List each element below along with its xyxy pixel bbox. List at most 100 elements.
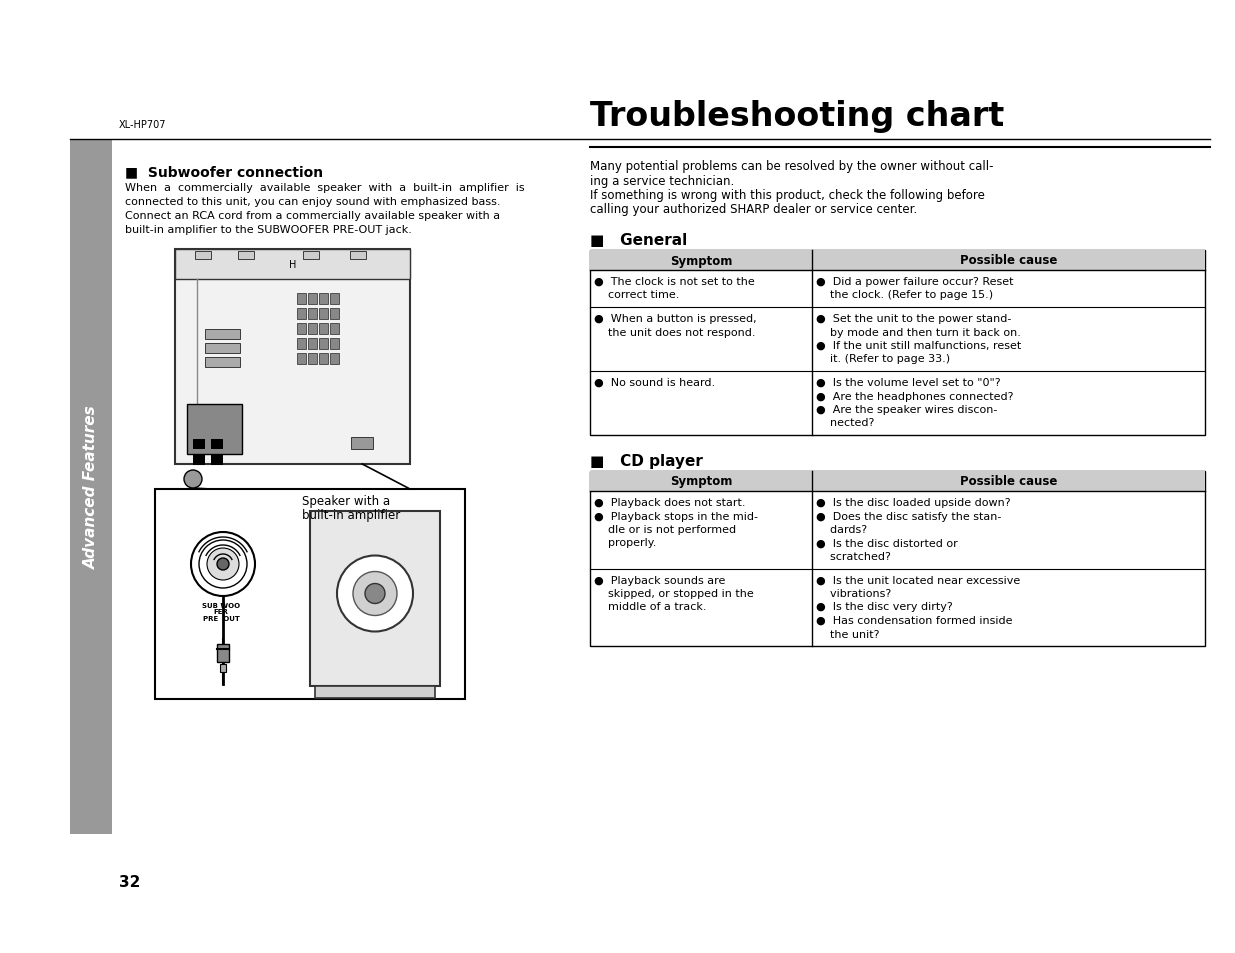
Bar [211, 456, 224, 465]
Bar [319, 354, 329, 365]
Text: ●  If the unit still malfunctions, reset: ● If the unit still malfunctions, reset [816, 340, 1021, 351]
Bar [309, 338, 317, 350]
Text: vibrations?: vibrations? [816, 588, 892, 598]
Text: ●  Playback sounds are: ● Playback sounds are [594, 575, 725, 585]
Bar [298, 294, 306, 305]
Bar [590, 472, 1205, 646]
Circle shape [207, 548, 240, 580]
Text: ●  Set the unit to the power stand-: ● Set the unit to the power stand- [816, 314, 1011, 324]
Text: correct time.: correct time. [594, 291, 679, 300]
Bar [590, 251, 1205, 436]
Text: ●  Does the disc satisfy the stan-: ● Does the disc satisfy the stan- [816, 511, 1002, 521]
Text: calling your authorized SHARP dealer or service center.: calling your authorized SHARP dealer or … [590, 203, 918, 216]
Text: ●  Playback stops in the mid-: ● Playback stops in the mid- [594, 511, 758, 521]
Text: dle or is not performed: dle or is not performed [594, 524, 736, 535]
Text: scratched?: scratched? [816, 552, 890, 561]
Bar [205, 357, 240, 368]
Bar [175, 250, 410, 464]
Bar [156, 490, 466, 700]
Text: ●  When a button is pressed,: ● When a button is pressed, [594, 314, 757, 324]
Text: FER: FER [214, 608, 228, 615]
Bar [330, 338, 340, 350]
Bar [195, 252, 211, 260]
Text: Advanced Features: Advanced Features [84, 405, 99, 569]
Text: ●  Has condensation formed inside: ● Has condensation formed inside [816, 616, 1013, 625]
Text: the clock. (Refer to page 15.): the clock. (Refer to page 15.) [816, 291, 993, 300]
Text: the unit does not respond.: the unit does not respond. [594, 327, 756, 337]
Text: by mode and then turn it back on.: by mode and then turn it back on. [816, 327, 1021, 337]
Text: Troubleshooting chart: Troubleshooting chart [590, 100, 1004, 132]
Text: skipped, or stopped in the: skipped, or stopped in the [594, 588, 753, 598]
Text: Connect an RCA cord from a commercially available speaker with a: Connect an RCA cord from a commercially … [125, 211, 500, 221]
Bar [205, 330, 240, 339]
Text: ●  The clock is not set to the: ● The clock is not set to the [594, 276, 755, 287]
Bar [319, 338, 329, 350]
Text: middle of a track.: middle of a track. [594, 602, 706, 612]
Bar [211, 439, 224, 450]
Bar [309, 294, 317, 305]
Text: SUB WOO: SUB WOO [203, 602, 240, 608]
Bar [590, 472, 1205, 492]
Text: ing a service technician.: ing a service technician. [590, 174, 735, 188]
Bar [298, 338, 306, 350]
Bar [298, 309, 306, 319]
Bar [237, 252, 253, 260]
Text: dards?: dards? [816, 524, 867, 535]
Bar [193, 456, 205, 465]
Text: Possible cause: Possible cause [960, 254, 1057, 267]
Text: 32: 32 [119, 874, 141, 889]
Text: nected?: nected? [816, 418, 874, 428]
Text: Speaker with a: Speaker with a [303, 495, 390, 507]
Text: ●  Is the disc very dirty?: ● Is the disc very dirty? [816, 602, 952, 612]
Text: Symptom: Symptom [669, 254, 732, 267]
Bar [590, 251, 1205, 271]
Text: ●  Is the volume level set to "0"?: ● Is the volume level set to "0"? [816, 377, 1000, 388]
Text: built-in amplifier to the SUBWOOFER PRE-OUT jack.: built-in amplifier to the SUBWOOFER PRE-… [125, 225, 412, 234]
Bar [220, 664, 226, 672]
Bar [319, 294, 329, 305]
Text: the unit?: the unit? [816, 629, 879, 639]
Text: ●  Playback does not start.: ● Playback does not start. [594, 497, 746, 507]
Circle shape [184, 471, 203, 489]
Text: Symptom: Symptom [669, 475, 732, 488]
Bar [351, 252, 367, 260]
Bar [319, 309, 329, 319]
Text: ●  Did a power failure occur? Reset: ● Did a power failure occur? Reset [816, 276, 1014, 287]
Text: ■  Subwoofer connection: ■ Subwoofer connection [125, 165, 324, 179]
Text: ●  No sound is heard.: ● No sound is heard. [594, 377, 715, 388]
Text: ■   General: ■ General [590, 233, 687, 248]
Text: H: H [289, 260, 296, 270]
Text: Many potential problems can be resolved by the owner without call-: Many potential problems can be resolved … [590, 160, 993, 172]
Bar [304, 252, 320, 260]
Text: it. (Refer to page 33.): it. (Refer to page 33.) [816, 355, 950, 364]
Bar [298, 354, 306, 365]
Bar [309, 324, 317, 335]
Text: built-in amplifier: built-in amplifier [303, 509, 400, 521]
Bar [330, 309, 340, 319]
Bar [309, 309, 317, 319]
Circle shape [337, 556, 412, 632]
Bar [70, 140, 112, 834]
Circle shape [366, 584, 385, 604]
Text: XL-HP707: XL-HP707 [119, 120, 167, 130]
Bar [330, 294, 340, 305]
Bar [319, 324, 329, 335]
Bar [330, 324, 340, 335]
Text: Possible cause: Possible cause [960, 475, 1057, 488]
Text: ●  Are the speaker wires discon-: ● Are the speaker wires discon- [816, 405, 998, 415]
Text: ●  Is the unit located near excessive: ● Is the unit located near excessive [816, 575, 1020, 585]
Bar [186, 405, 242, 455]
Text: connected to this unit, you can enjoy sound with emphasized bass.: connected to this unit, you can enjoy so… [125, 196, 500, 207]
Text: ●  Is the disc loaded upside down?: ● Is the disc loaded upside down? [816, 497, 1010, 507]
Bar [217, 644, 228, 662]
Text: PRE  OUT: PRE OUT [203, 616, 240, 621]
Bar [298, 324, 306, 335]
Circle shape [191, 533, 254, 597]
Bar [309, 354, 317, 365]
Circle shape [353, 572, 396, 616]
Text: If something is wrong with this product, check the following before: If something is wrong with this product,… [590, 189, 984, 202]
Bar [315, 686, 435, 699]
Bar [175, 250, 410, 280]
Bar [351, 437, 373, 450]
Text: ■   CD player: ■ CD player [590, 454, 703, 469]
